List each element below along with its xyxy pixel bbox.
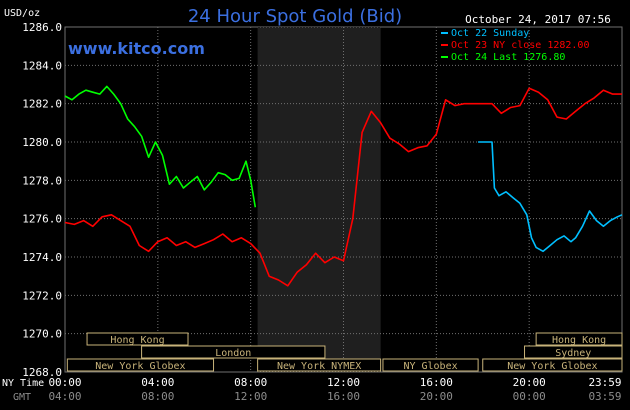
y-tick-label: 1270.0 (22, 328, 62, 341)
session-label: London (215, 348, 251, 359)
session-box (482, 358, 623, 372)
y-tick-label: 1282.0 (22, 98, 62, 111)
ny-time-label: NY Time (2, 378, 44, 389)
x-tick-label-ny: 16:00 (420, 376, 453, 389)
y-tick-label: 1268.0 (22, 366, 62, 379)
y-tick-label: 1278.0 (22, 174, 62, 187)
session-box (257, 358, 382, 372)
y-tick-label: 1274.0 (22, 251, 62, 264)
session-label: Sydney (555, 348, 591, 359)
x-tick-label-gmt: 04:00 (48, 390, 81, 403)
chart-axes: 1286.0 1284.0 1282.0 1280.0 1278.0 1276.0 1274… (2, 21, 622, 403)
market-sessions: Hong Kong London New York Globex New York N… (66, 332, 623, 372)
y-tick-label: 1280.0 (22, 136, 62, 149)
session-label: New York Globex (507, 361, 597, 372)
x-tick-label-gmt: 12:00 (234, 390, 267, 403)
x-tick-label-ny: 23:59 (588, 376, 621, 389)
session-label: Hong Kong (110, 335, 164, 346)
series-line (478, 141, 623, 253)
session-box (141, 345, 326, 359)
chart-title: 24 Hour Spot Gold (Bid) (188, 6, 402, 27)
x-tick-label-gmt: 16:00 (327, 390, 360, 403)
y-tick-label: 1276.0 (22, 213, 62, 226)
session-box (66, 358, 215, 372)
x-tick-label-ny: 04:00 (141, 376, 174, 389)
y-unit-label: USD/oz (4, 8, 40, 19)
series-line (64, 87, 622, 287)
x-tick-label-gmt: 03:59 (588, 390, 621, 403)
plot-area (64, 26, 623, 373)
x-tick-label-ny: 08:00 (234, 376, 267, 389)
session-label: Hong Kong (552, 335, 606, 346)
y-tick-label: 1272.0 (22, 289, 62, 302)
legend-entry: Oct 24 Last 1276.80 (451, 52, 565, 63)
y-tick-label: 1284.0 (22, 59, 62, 72)
x-tick-label-ny: 12:00 (327, 376, 360, 389)
session-box (86, 332, 189, 346)
session-box (382, 358, 479, 372)
timestamp: October 24, 2017 07:56 (465, 13, 611, 26)
session-box (535, 332, 623, 346)
session-box (524, 345, 623, 359)
x-tick-label-gmt: 00:00 (513, 390, 546, 403)
session-label: New York Globex (95, 361, 185, 372)
y-tick-label: 1286.0 (22, 21, 62, 34)
legend-entry: Oct 23 NY close 1282.00 (451, 40, 589, 51)
series-line (64, 85, 257, 208)
session-label: New York NYMEX (277, 361, 361, 372)
site-watermark: www.kitco.com (68, 39, 205, 58)
x-tick-label-gmt: 08:00 (141, 390, 174, 403)
nymex-highlight-band (257, 27, 381, 372)
gmt-label: GMT (13, 392, 31, 403)
x-tick-label-gmt: 20:00 (420, 390, 453, 403)
x-tick-label-ny: 20:00 (513, 376, 546, 389)
x-tick-label-ny: 00:00 (48, 376, 81, 389)
legend-entry: Oct 22 Sunday (451, 28, 529, 39)
session-label: NY Globex (403, 361, 457, 372)
